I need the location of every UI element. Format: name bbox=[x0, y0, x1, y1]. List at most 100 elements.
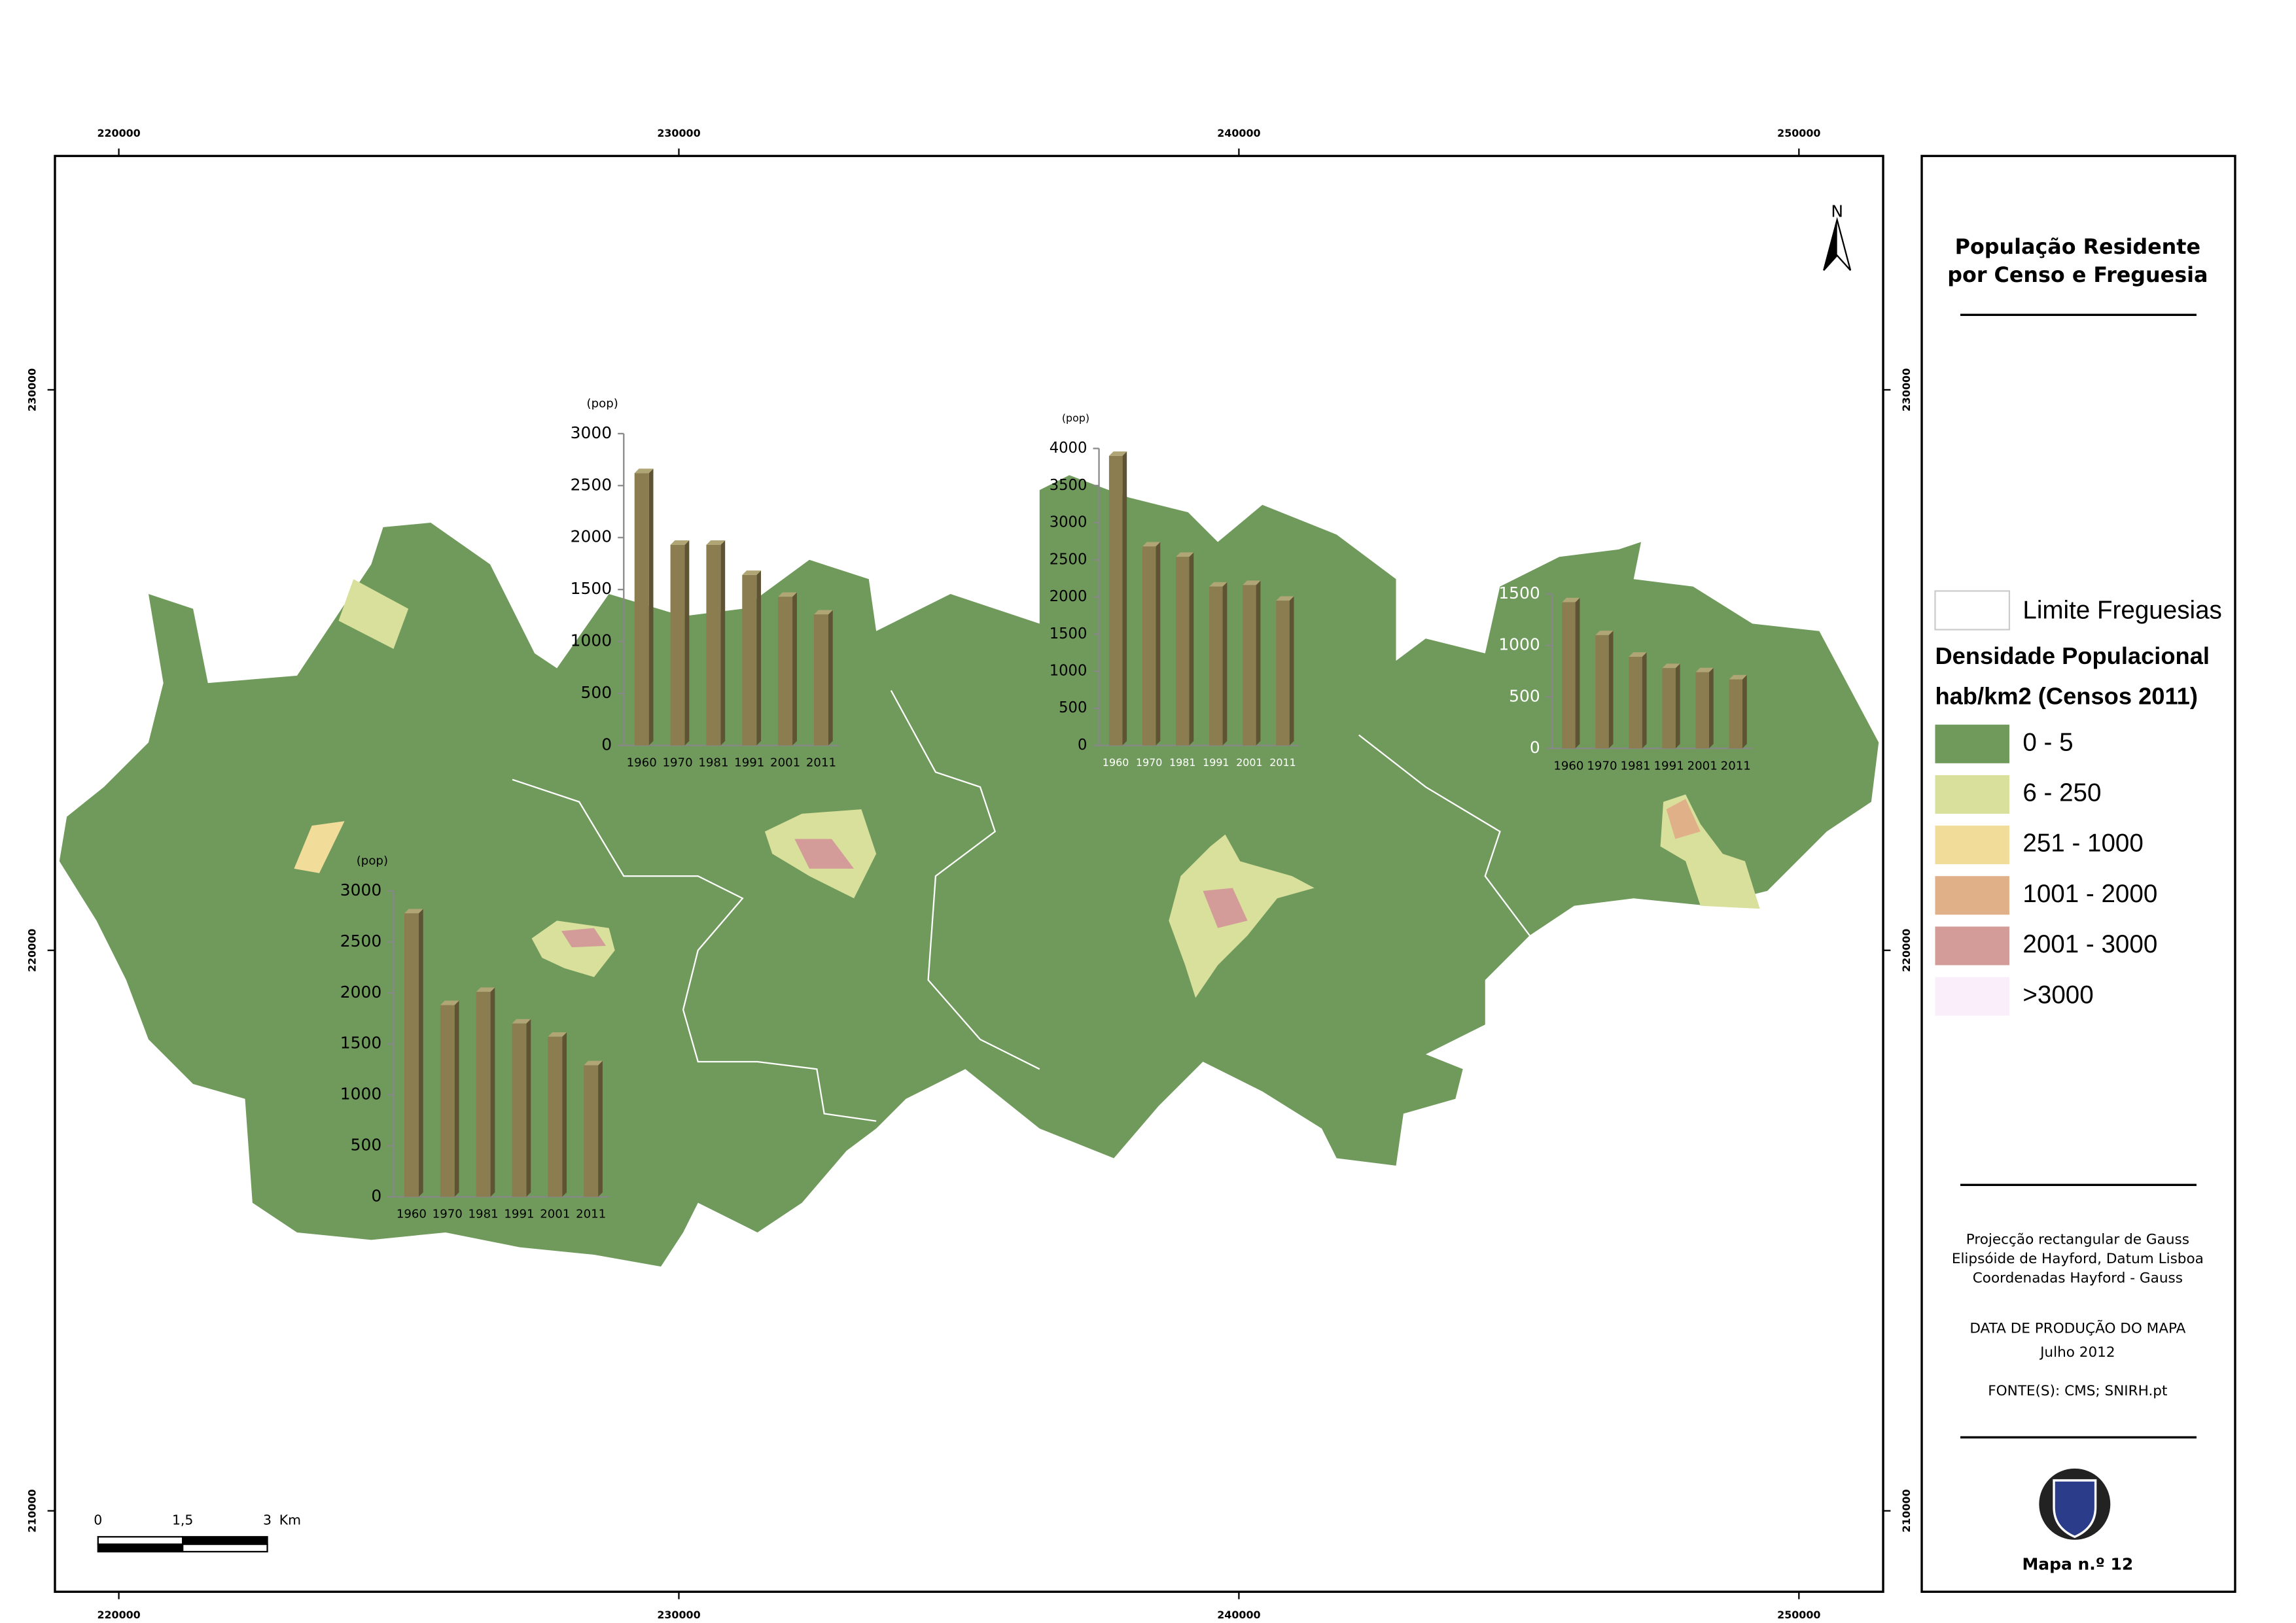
urban-area bbox=[561, 928, 607, 948]
y-tick-label: 500 bbox=[351, 1136, 382, 1155]
projection-info: Coordenadas Hayford - Gauss bbox=[1973, 1270, 2183, 1286]
bar-side bbox=[756, 570, 762, 746]
projection-info: Elipsóide de Hayford, Datum Lisboa bbox=[1952, 1251, 2204, 1267]
bar-top bbox=[476, 987, 495, 992]
legend-swatch bbox=[1935, 724, 2009, 763]
x-tick-label: 2011 bbox=[1721, 759, 1751, 773]
bar-top bbox=[1562, 597, 1580, 602]
y-tick-label: 1500 bbox=[1050, 625, 1087, 642]
legend-swatch bbox=[1935, 775, 2009, 814]
bar-top bbox=[1142, 542, 1161, 547]
legend: 0 - 5 6 - 250 251 - 1000 1001 - 2000 2001 - … bbox=[1935, 724, 2157, 1016]
x-tick-label: 2001 bbox=[1687, 759, 1718, 773]
bar bbox=[778, 597, 793, 746]
bar-top bbox=[1729, 674, 1747, 680]
y-tick-label: 2500 bbox=[571, 475, 612, 494]
bar-top bbox=[1662, 663, 1680, 669]
urban-area bbox=[338, 579, 409, 649]
bar-side bbox=[1189, 552, 1194, 746]
bar-top bbox=[548, 1032, 567, 1037]
y-coordinate-label: 210000 bbox=[1900, 1489, 1913, 1532]
bar-side bbox=[490, 987, 495, 1197]
x-coordinate-label: 240000 bbox=[1217, 127, 1260, 139]
bar-top bbox=[778, 592, 797, 597]
y-tick-label: 0 bbox=[1078, 737, 1087, 754]
scale-unit: Km bbox=[279, 1512, 301, 1527]
y-axis-unit: (pop) bbox=[357, 854, 388, 868]
legend-swatch bbox=[1935, 826, 2009, 865]
y-tick-label: 1000 bbox=[1050, 663, 1087, 680]
x-coordinate-label: 220000 bbox=[97, 1609, 140, 1621]
bar bbox=[706, 544, 721, 746]
bar bbox=[1176, 557, 1190, 746]
x-tick-label: 1981 bbox=[1169, 756, 1195, 769]
bar bbox=[1108, 455, 1123, 746]
north-arrow-shape bbox=[1824, 220, 1837, 271]
x-tick-label: 1970 bbox=[433, 1208, 463, 1221]
legend-swatch bbox=[1935, 977, 2009, 1016]
y-tick-label: 3000 bbox=[571, 423, 612, 442]
y-tick-label: 1500 bbox=[571, 579, 612, 598]
legend-label: 6 - 250 bbox=[2022, 779, 2101, 807]
bar-side bbox=[684, 540, 690, 746]
x-tick-label: 1991 bbox=[1654, 759, 1684, 773]
legend-label: 1001 - 2000 bbox=[2022, 880, 2157, 908]
legend-label: 251 - 1000 bbox=[2022, 829, 2143, 858]
x-tick-label: 1970 bbox=[662, 756, 692, 770]
north-label: N bbox=[1831, 202, 1843, 221]
y-tick-label: 0 bbox=[1530, 738, 1540, 757]
date: Julho 2012 bbox=[2039, 1344, 2115, 1361]
y-axis-unit: (pop) bbox=[587, 396, 618, 410]
x-tick-label: 1970 bbox=[1136, 756, 1162, 769]
bar-side bbox=[828, 610, 833, 746]
x-coordinate-label: 250000 bbox=[1777, 127, 1820, 139]
x-tick-label: 2001 bbox=[540, 1208, 570, 1221]
bar bbox=[1629, 656, 1642, 749]
bar-side bbox=[526, 1019, 531, 1197]
legend-swatch bbox=[1935, 876, 2009, 915]
bar-top bbox=[584, 1060, 603, 1066]
y-tick-label: 3000 bbox=[340, 881, 382, 899]
y-tick-label: 4000 bbox=[1050, 440, 1087, 457]
y-tick-label: 0 bbox=[371, 1186, 381, 1205]
x-tick-label: 1960 bbox=[397, 1208, 427, 1221]
y-tick-label: 500 bbox=[1059, 699, 1087, 716]
bar bbox=[404, 913, 419, 1197]
bar-side bbox=[1222, 582, 1227, 746]
y-tick-label: 2000 bbox=[1050, 588, 1087, 605]
x-coordinate-label: 220000 bbox=[97, 127, 140, 139]
source: FONTE(S): CMS; SNIRH.pt bbox=[1988, 1383, 2167, 1399]
y-tick-label: 0 bbox=[601, 735, 612, 754]
bar-side bbox=[648, 468, 654, 746]
x-tick-label: 1981 bbox=[468, 1208, 499, 1221]
legend-heading: Densidade Populacional bbox=[1935, 642, 2210, 669]
bar-side bbox=[1575, 597, 1580, 749]
y-tick-label: 500 bbox=[1509, 686, 1540, 705]
bar bbox=[814, 614, 828, 746]
y-tick-label: 1500 bbox=[340, 1034, 382, 1053]
bar bbox=[742, 574, 757, 746]
bar-top bbox=[1243, 580, 1261, 585]
y-tick-label: 2500 bbox=[340, 932, 382, 951]
bar-top bbox=[1209, 582, 1227, 587]
bar-top bbox=[1595, 631, 1614, 635]
legend-label: Limite Freguesias bbox=[2022, 596, 2221, 624]
x-tick-label: 2001 bbox=[1236, 756, 1262, 769]
x-tick-label: 2011 bbox=[576, 1208, 606, 1221]
panel-title: População Residente bbox=[1955, 236, 2200, 259]
x-coordinate-label: 230000 bbox=[657, 1609, 700, 1621]
y-tick-label: 1500 bbox=[1498, 584, 1540, 602]
urban-area bbox=[294, 821, 345, 873]
legend-swatch bbox=[1934, 590, 2011, 631]
bar-top bbox=[1176, 552, 1194, 557]
x-coordinate-label: 230000 bbox=[657, 127, 700, 139]
bar-side bbox=[1289, 596, 1294, 746]
bar-side bbox=[562, 1032, 567, 1197]
x-tick-label: 1991 bbox=[734, 756, 764, 770]
bar-side bbox=[418, 909, 423, 1197]
x-tick-label: 1981 bbox=[1620, 759, 1650, 773]
bar bbox=[476, 992, 491, 1197]
bar-top bbox=[670, 540, 690, 545]
y-axis-unit: (pop) bbox=[1062, 412, 1089, 425]
